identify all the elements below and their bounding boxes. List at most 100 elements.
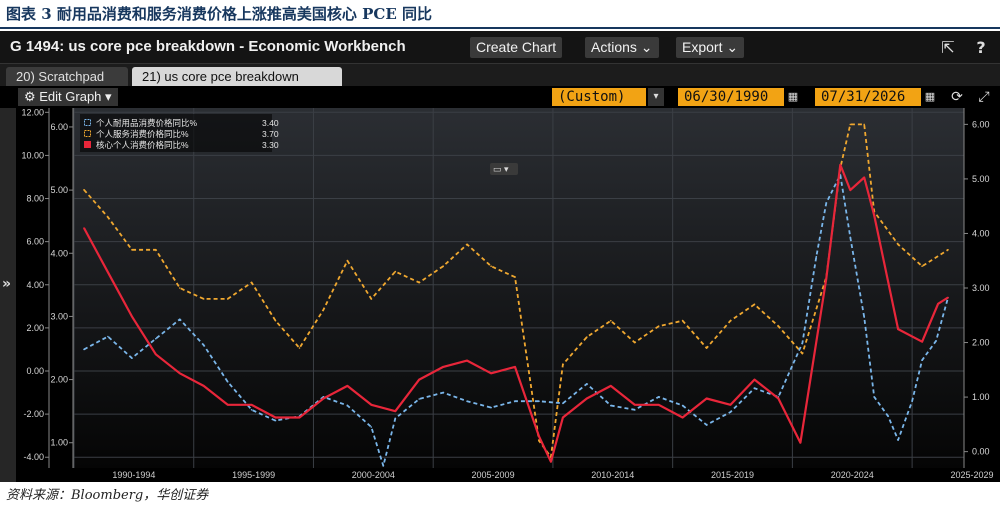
data-point — [799, 441, 802, 444]
window-titlebar: G 1494: us core pce breakdown - Economic… — [0, 31, 1000, 64]
data-point — [801, 342, 804, 344]
data-point — [815, 255, 818, 258]
left-inner-tick-label: 5.00 — [50, 185, 68, 195]
x-tick-label: 2000-2004 — [352, 470, 395, 480]
data-point — [562, 402, 564, 405]
data-point — [250, 404, 253, 406]
data-point — [705, 397, 708, 400]
left-outer-tick-label: -2.00 — [23, 409, 44, 419]
tab-bar: 20) Scratchpad 21) us core pce breakdown — [0, 64, 1000, 86]
data-point — [897, 439, 899, 441]
left-outer-tick-label: 6.00 — [26, 237, 44, 247]
export-menu-button[interactable]: Export ⌄ — [676, 37, 745, 58]
data-point — [887, 415, 889, 418]
data-point — [801, 352, 804, 355]
data-point — [897, 328, 899, 330]
data-point — [394, 417, 397, 420]
start-date-field[interactable]: 06/30/1990 — [678, 88, 784, 106]
start-calendar-icon[interactable]: ▦ — [787, 90, 799, 103]
data-point — [83, 189, 85, 191]
right-tick-label: 6.00 — [972, 119, 990, 129]
series-line-0 — [83, 173, 949, 467]
data-point — [849, 236, 852, 239]
data-point — [514, 366, 516, 368]
expand-icon[interactable]: ⤢ — [978, 89, 990, 105]
legend-menu-icon[interactable]: ▭ ▾ — [490, 163, 518, 175]
data-point — [921, 340, 923, 343]
data-point — [179, 318, 181, 321]
left-inner-tick-label: 6.00 — [50, 122, 68, 132]
data-point — [937, 303, 939, 305]
data-point — [863, 316, 865, 318]
x-tick-label: 1995-1999 — [232, 470, 275, 480]
data-point — [562, 363, 564, 366]
edit-graph-button[interactable]: ⚙ Edit Graph ▾ — [18, 88, 118, 106]
data-point — [346, 404, 349, 407]
data-point — [274, 419, 277, 422]
data-point — [155, 353, 157, 356]
help-icon[interactable]: ? — [976, 38, 986, 57]
series-line-1 — [83, 123, 949, 459]
data-point — [777, 325, 780, 327]
data-point — [179, 287, 181, 289]
x-tick-label: 2020-2024 — [831, 470, 874, 480]
data-point — [633, 409, 636, 411]
data-point — [753, 387, 756, 390]
tab-us-core-pce-breakdown[interactable]: 21) us core pce breakdown — [132, 67, 342, 86]
right-tick-label: 0.00 — [972, 447, 990, 457]
caption-rule — [0, 27, 1000, 29]
data-point — [729, 411, 732, 413]
x-tick-label: 1990-1994 — [112, 470, 155, 480]
period-select[interactable]: (Custom) — [552, 88, 646, 106]
grid-lines — [73, 108, 964, 468]
data-point — [705, 424, 708, 426]
collapsed-sidebar[interactable]: » — [0, 108, 16, 482]
data-point — [633, 404, 636, 406]
data-point — [610, 319, 612, 322]
end-date-field[interactable]: 07/31/2026 — [815, 88, 921, 106]
expand-sidebar-icon[interactable]: » — [2, 276, 12, 292]
left-outer-tick-label: 12.00 — [21, 108, 44, 117]
period-dropdown-icon[interactable]: ▾ — [648, 88, 664, 106]
window-title: G 1494: us core pce breakdown - Economic… — [10, 38, 406, 55]
data-point — [418, 378, 421, 381]
data-point — [250, 281, 253, 284]
data-point — [657, 396, 660, 398]
data-point — [155, 337, 157, 340]
left-outer-tick-label: 2.00 — [26, 323, 44, 333]
data-point — [83, 348, 85, 351]
data-point — [562, 416, 564, 419]
data-point — [394, 410, 397, 413]
data-point — [418, 398, 421, 400]
legend-label: 个人耐用品消费价格同比% — [96, 118, 198, 128]
end-calendar-icon[interactable]: ▦ — [924, 90, 936, 103]
data-point — [863, 123, 865, 126]
data-point — [753, 303, 756, 306]
data-point — [83, 227, 85, 229]
series-layer — [83, 123, 949, 467]
data-point — [202, 344, 205, 346]
data-point — [131, 315, 133, 318]
refresh-icon[interactable]: ⟳ — [951, 89, 963, 105]
data-point — [155, 249, 157, 251]
data-point — [550, 460, 552, 463]
data-point — [442, 265, 445, 267]
data-point — [370, 426, 373, 428]
data-point — [202, 385, 205, 387]
data-point — [921, 265, 923, 267]
axes: 1990-1994 1995-1999 2000-2004 2005-2009 2010… — [21, 108, 994, 480]
share-icon[interactable]: ⇱ — [941, 38, 955, 57]
chart-svg: 1990-1994 1995-1999 2000-2004 2005-2009 2010… — [16, 108, 1000, 482]
data-point — [131, 357, 133, 359]
data-point — [897, 243, 899, 246]
data-point — [466, 359, 468, 362]
figure-caption: 图表 3 耐用品消费和服务消费价格上涨推高美国核心 PCE 同比 — [6, 5, 432, 23]
data-point — [346, 385, 349, 387]
create-chart-button[interactable]: Create Chart — [470, 37, 563, 58]
actions-menu-button[interactable]: Actions ⌄ — [585, 37, 659, 58]
legend-swatch — [84, 141, 91, 148]
data-point — [610, 385, 612, 387]
tab-scratchpad[interactable]: 20) Scratchpad — [6, 67, 128, 86]
data-point — [490, 406, 492, 409]
data-point — [131, 249, 133, 251]
